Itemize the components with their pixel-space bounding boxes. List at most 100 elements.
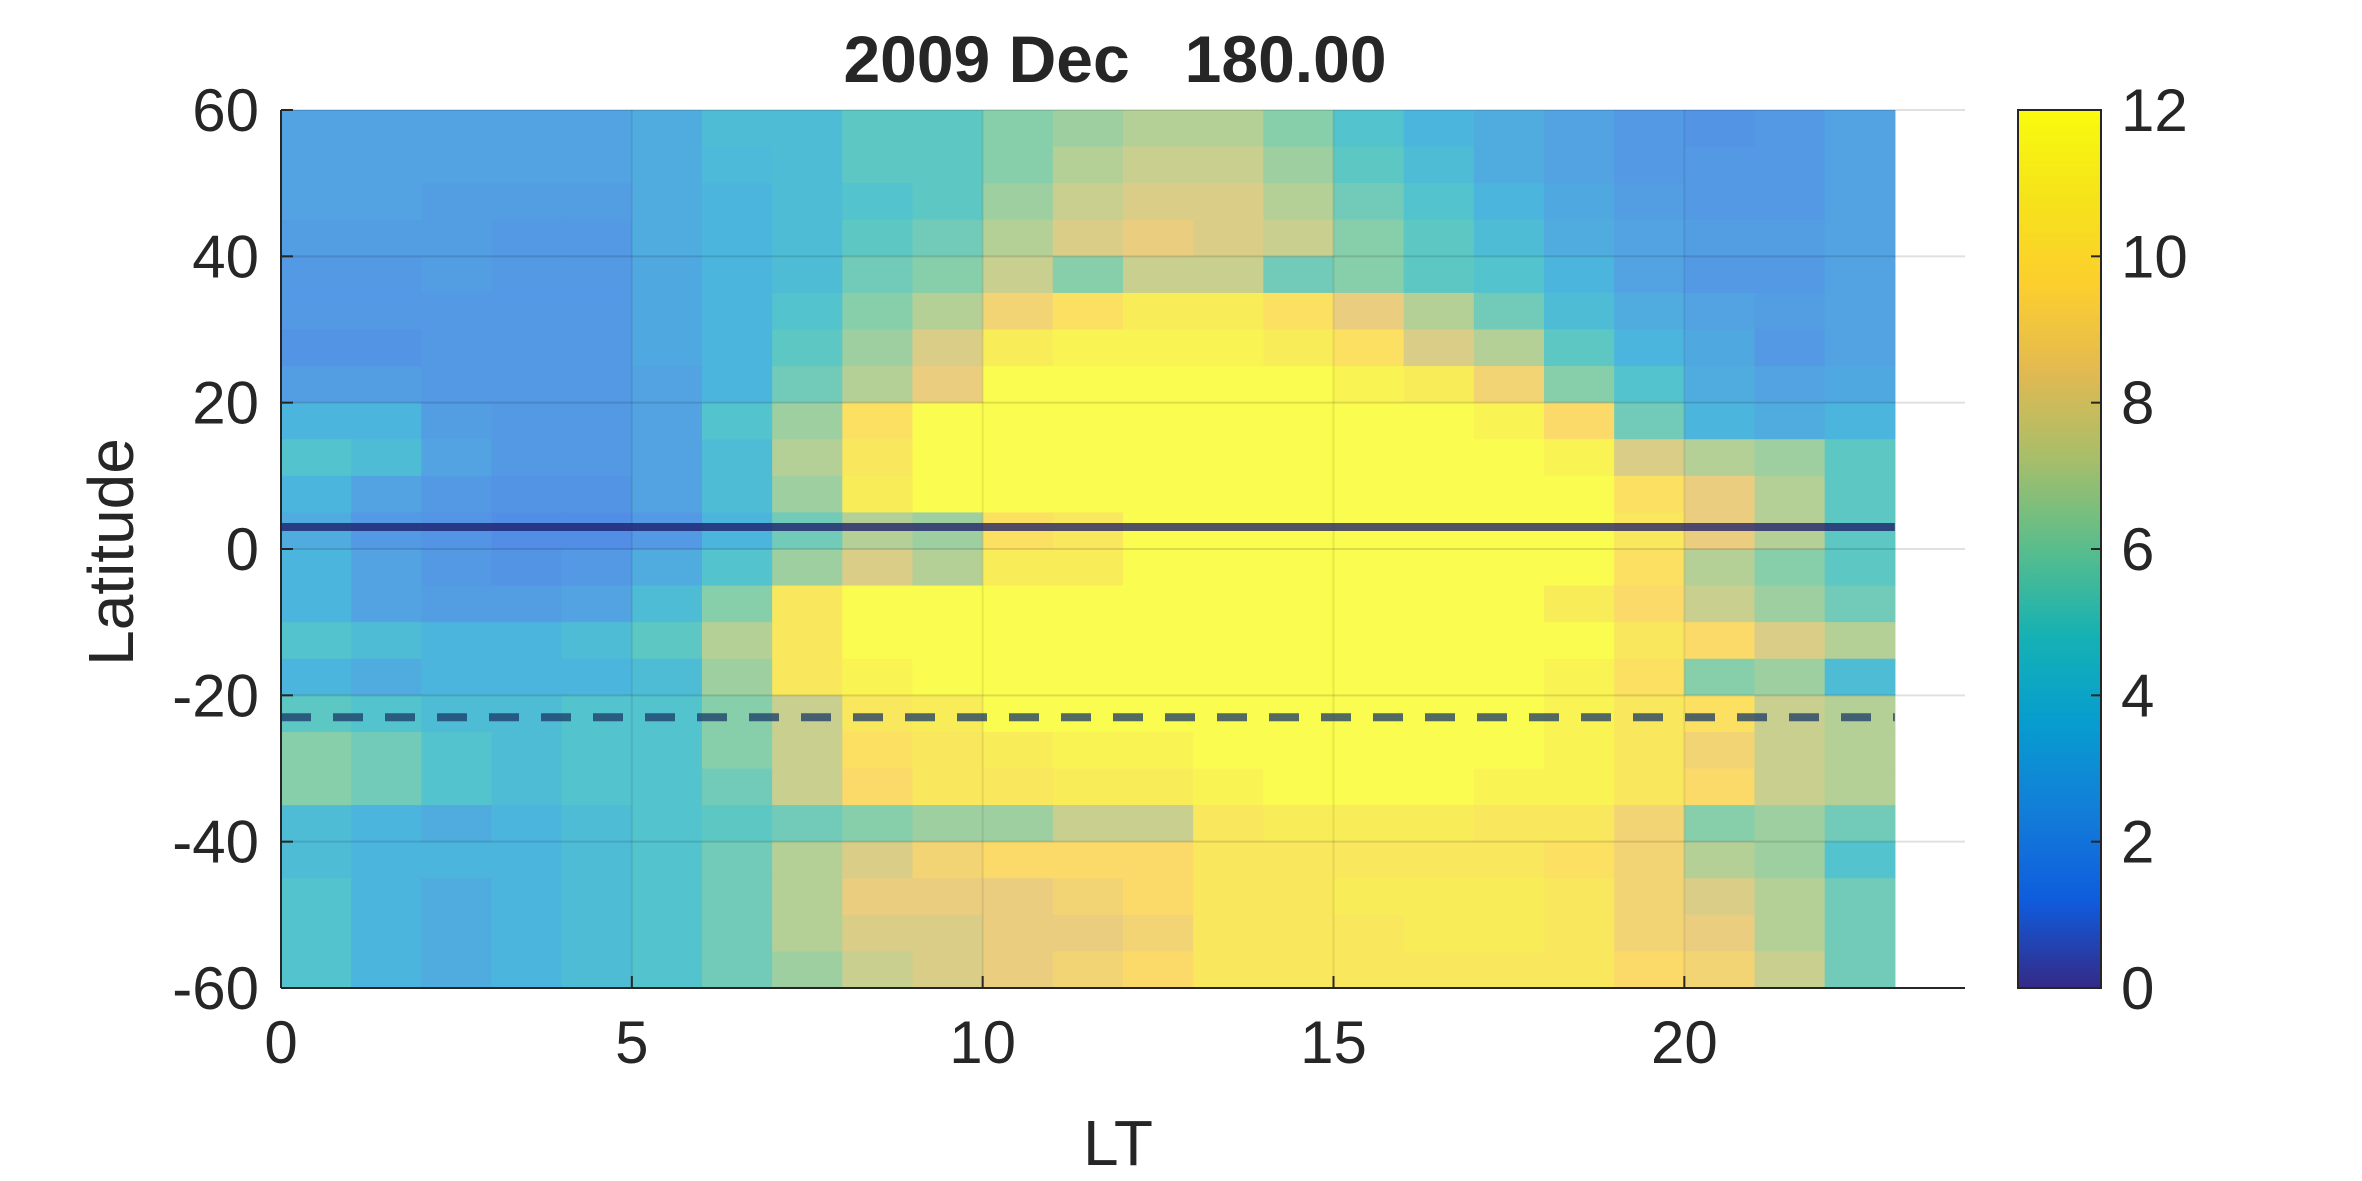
heatmap-cell <box>1614 805 1685 843</box>
heatmap-cell <box>1123 329 1194 367</box>
heatmap-cell <box>1824 292 1896 331</box>
heatmap-cell <box>1403 146 1475 184</box>
colorbar-tick-label: 6 <box>2121 516 2154 583</box>
x-tick-label: 20 <box>1651 1009 1718 1076</box>
heatmap-cell <box>1754 841 1826 879</box>
heatmap-cell <box>772 768 843 806</box>
heatmap-cell <box>1473 951 1545 989</box>
heatmap-cell <box>1544 329 1615 367</box>
heatmap-cell <box>1193 914 1264 953</box>
heatmap-cell <box>1754 475 1826 514</box>
heatmap-cell <box>631 329 703 367</box>
heatmap-cell <box>1333 951 1405 989</box>
plot-area <box>280 109 1965 989</box>
heatmap-cell <box>982 219 1054 257</box>
heatmap-cell <box>1333 768 1405 806</box>
heatmap-cell <box>842 768 914 806</box>
heatmap-cell <box>1193 731 1264 770</box>
heatmap-cell <box>1614 585 1685 623</box>
heatmap-cell <box>982 402 1054 440</box>
heatmap-cell <box>1263 146 1335 184</box>
heatmap-cell <box>982 914 1054 953</box>
heatmap-cell <box>631 805 703 843</box>
heatmap-cell <box>281 805 352 843</box>
heatmap-cell <box>1614 768 1685 806</box>
heatmap-cell <box>1403 439 1475 477</box>
heatmap-cell <box>1824 805 1896 843</box>
heatmap-cell <box>1544 585 1615 623</box>
heatmap-cell <box>842 219 914 257</box>
heatmap-cell <box>1824 878 1896 916</box>
heatmap-cell <box>1754 914 1826 953</box>
heatmap-cell <box>1824 329 1896 367</box>
heatmap-cell <box>1193 256 1264 294</box>
heatmap-cell <box>702 658 773 696</box>
heatmap-cell <box>421 878 493 916</box>
heatmap-cell <box>561 219 633 257</box>
heatmap-cell <box>561 110 633 148</box>
heatmap-cell <box>842 914 914 953</box>
heatmap-cell <box>1473 439 1545 477</box>
heatmap-cell <box>1193 146 1264 184</box>
heatmap-cell <box>1123 622 1194 660</box>
heatmap-cell <box>1403 585 1475 623</box>
heatmap-cell <box>1614 549 1685 587</box>
heatmap-cell <box>982 329 1054 367</box>
heatmap-cell <box>1263 256 1335 294</box>
heatmap-cell <box>1052 622 1124 660</box>
heatmap-cell <box>491 951 563 989</box>
heatmap-cell <box>421 951 493 989</box>
y-tick-label: 20 <box>192 370 259 437</box>
heatmap-cell <box>281 146 352 184</box>
heatmap-cell <box>772 731 843 770</box>
heatmap-cell <box>1473 622 1545 660</box>
heatmap-cell <box>1052 878 1124 916</box>
heatmap-cell <box>912 549 984 587</box>
heatmap-cell <box>772 475 843 514</box>
heatmap-cell <box>1193 366 1264 404</box>
heatmap-cell <box>1544 475 1615 514</box>
heatmap-cell <box>702 146 773 184</box>
heatmap-cell <box>702 475 773 514</box>
heatmap-cell <box>912 768 984 806</box>
heatmap-cell <box>772 841 843 879</box>
heatmap-cell <box>1614 329 1685 367</box>
heatmap-cell <box>561 585 633 623</box>
heatmap-cell <box>1473 914 1545 953</box>
heatmap-cell <box>842 731 914 770</box>
heatmap-cell <box>1403 402 1475 440</box>
heatmap-cell <box>1193 219 1264 257</box>
heatmap-cell <box>912 402 984 440</box>
heatmap-cell <box>561 146 633 184</box>
heatmap-cell <box>421 110 493 148</box>
heatmap-cell <box>1333 219 1405 257</box>
heatmap-cell <box>1684 329 1756 367</box>
heatmap-cell <box>351 219 422 257</box>
heatmap-cell <box>1614 110 1685 148</box>
heatmap-cell <box>1614 146 1685 184</box>
heatmap-cell <box>1473 329 1545 367</box>
heatmap-cell <box>1193 329 1264 367</box>
heatmap-cell <box>1684 110 1756 148</box>
heatmap-cell <box>491 256 563 294</box>
heatmap-cell <box>1824 622 1896 660</box>
heatmap-cell <box>1193 402 1264 440</box>
heatmap-cell <box>1544 841 1615 879</box>
heatmap-cell <box>631 731 703 770</box>
heatmap-cell <box>281 622 352 660</box>
heatmap-cell <box>1333 256 1405 294</box>
heatmap-cell <box>421 402 493 440</box>
heatmap-cell <box>702 292 773 331</box>
heatmap-cell <box>1123 366 1194 404</box>
heatmap-cell <box>1193 475 1264 514</box>
heatmap-cell <box>351 549 422 587</box>
heatmap-cell <box>1263 841 1335 879</box>
heatmap-cell <box>702 731 773 770</box>
heatmap-cell <box>1614 219 1685 257</box>
heatmap-cell <box>1754 549 1826 587</box>
heatmap-cell <box>1824 439 1896 477</box>
heatmap-cell <box>561 183 633 221</box>
heatmap-cell <box>1263 878 1335 916</box>
heatmap-cell <box>421 585 493 623</box>
